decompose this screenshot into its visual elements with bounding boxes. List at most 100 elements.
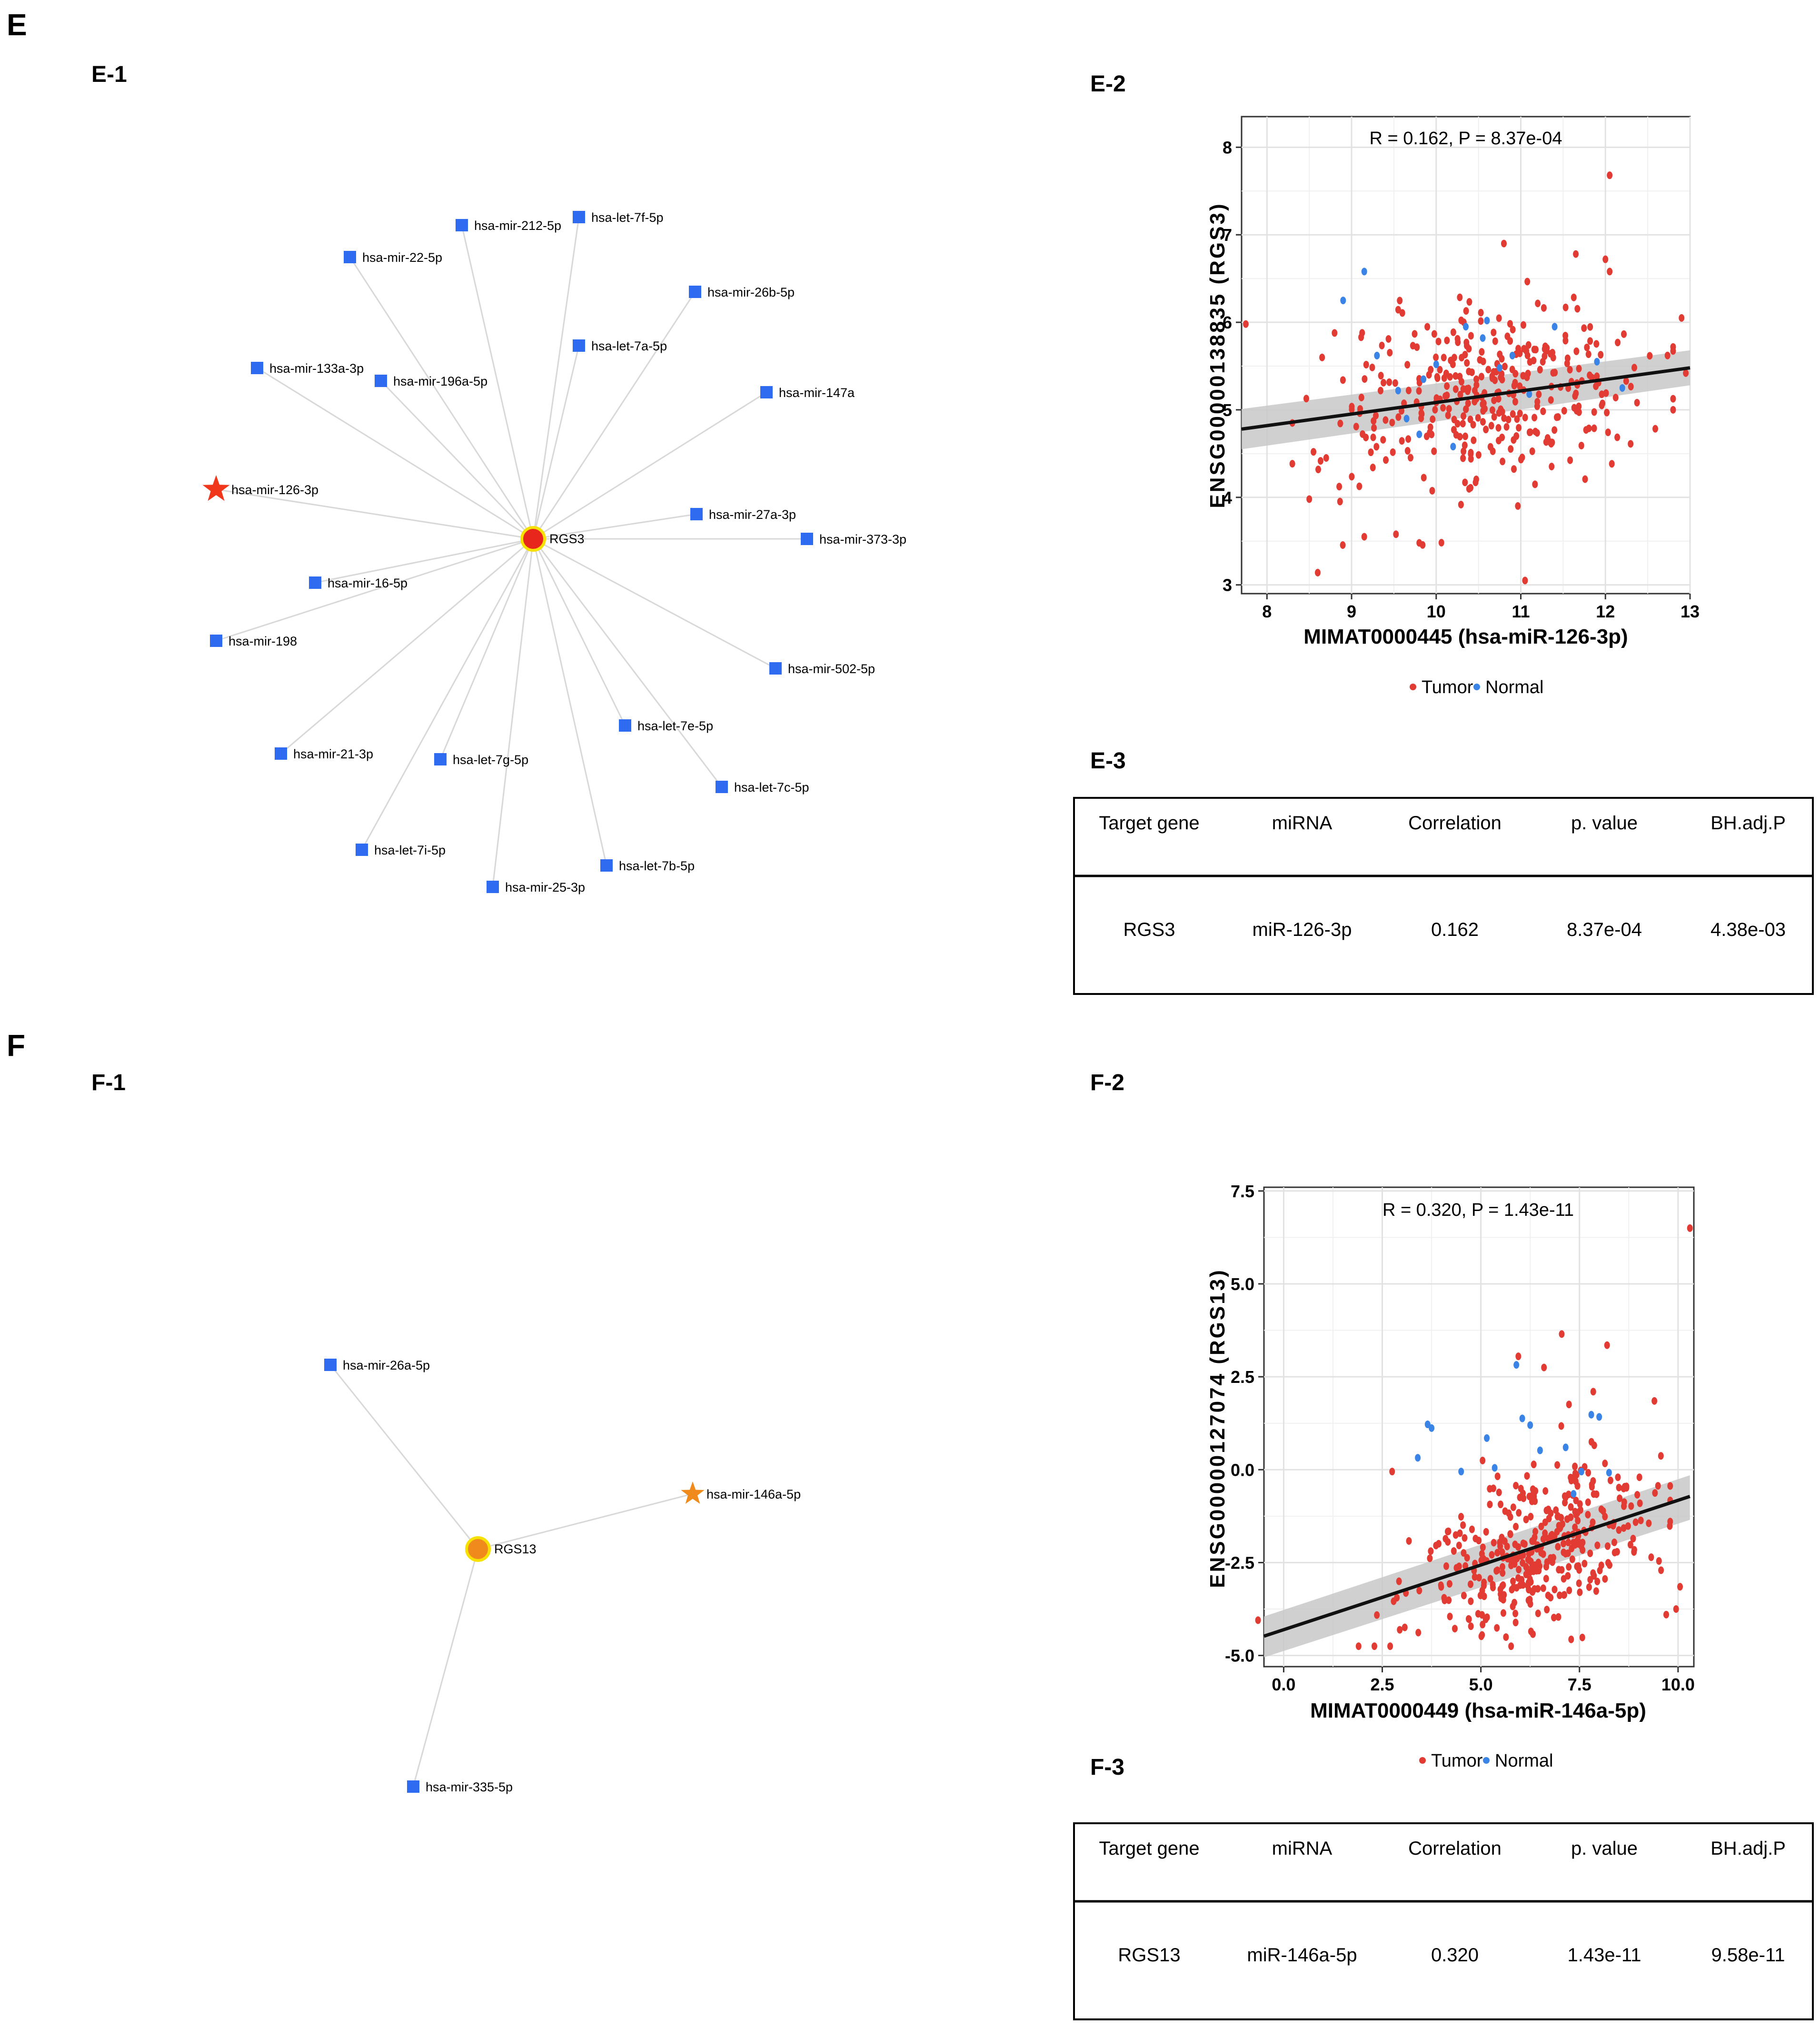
square-node-icon [344,251,356,263]
data-point [1478,373,1484,381]
data-point [1513,1522,1519,1530]
data-point [1569,1555,1575,1563]
hub-node-circle [520,526,546,552]
data-point [1602,1460,1608,1468]
data-point [1469,1525,1475,1533]
data-point [1421,375,1427,383]
data-point [1433,360,1439,368]
data-point [1255,1616,1261,1624]
data-point [1573,1496,1579,1504]
star-icon [681,1481,705,1504]
data-point [1337,419,1343,427]
data-point [1395,387,1401,395]
data-point [1631,1546,1637,1554]
data-point [1591,408,1597,416]
data-point [1374,351,1380,359]
data-point [1509,366,1515,374]
data-point [1516,1509,1522,1517]
data-point [1476,1537,1482,1545]
data-point [1562,303,1569,311]
data-point [1544,1606,1550,1614]
data-point [1337,497,1343,506]
square-node-icon [487,881,499,893]
data-point [1567,366,1573,374]
data-point [1524,278,1531,286]
network-edge [532,345,580,539]
data-point [1484,1434,1490,1442]
star-icon [202,475,230,501]
table-f3: Target gene miRNA Correlation p. value BH.ad… [1073,1822,1814,2020]
square-node-icon [456,219,468,231]
data-point [1340,297,1346,305]
data-point [1491,397,1497,405]
data-point [1397,1626,1403,1634]
data-point [1507,1530,1513,1538]
data-point [1532,480,1538,488]
data-point [1389,1468,1395,1476]
data-point [1628,440,1634,448]
data-point [1509,1586,1515,1594]
data-point [1574,305,1581,313]
data-point [1457,433,1463,441]
y-ticks: 3 4 5 6 7 8 [1223,138,1242,595]
data-point [1390,448,1396,456]
data-point [1512,1619,1519,1627]
data-point [1531,1461,1537,1469]
data-point [1553,1506,1559,1514]
data-point [1617,1494,1623,1502]
data-point [1383,456,1389,464]
data-point [1551,323,1558,331]
mirna-node: hsa-mir-335-5p [407,1780,513,1794]
data-point [1616,1483,1622,1491]
data-point [1510,326,1516,334]
data-point [1559,1330,1565,1338]
y-tick-label: -5.0 [1225,1646,1254,1666]
square-node-icon [573,339,585,352]
data-point [1596,1413,1602,1421]
data-point [1481,399,1487,407]
data-point [1603,389,1609,397]
data-point [1428,1547,1434,1555]
data-point [1451,354,1457,362]
mirna-node-label: hsa-mir-133a-3p [269,361,364,376]
hub-node-label: RGS13 [494,1542,537,1556]
network-edge [532,217,580,539]
data-point [1550,354,1556,362]
network-e-hub-node: RGS3 [520,526,585,552]
table-header-cell: Target gene [1099,1838,1199,1859]
data-point [1340,541,1346,549]
data-point [1479,1611,1485,1619]
data-point [1593,340,1600,348]
data-point [1572,1477,1579,1485]
data-point [1549,463,1555,471]
data-point [1462,432,1468,440]
data-point [1363,360,1369,368]
data-point [1289,460,1295,468]
data-point [1587,1549,1593,1557]
data-point [1543,1506,1550,1514]
legend-normal: Normal [1495,1751,1553,1771]
data-point [1462,441,1468,449]
network-edge [477,1493,693,1550]
mirna-node: hsa-mir-502-5p [769,662,875,676]
data-point [1456,1541,1462,1550]
data-point [1522,576,1528,585]
data-point [1535,299,1541,308]
data-point [1631,364,1637,372]
data-point [1380,436,1386,444]
data-point [1634,398,1640,407]
data-point [1461,412,1467,420]
data-point [1516,424,1522,432]
data-point [1450,328,1456,336]
data-point [1483,426,1489,434]
data-point [1504,332,1511,340]
data-point [1458,316,1464,324]
data-point [1502,1537,1508,1545]
data-point [1491,328,1497,337]
mirna-node-label: hsa-mir-147a [779,386,855,400]
square-node-icon [760,386,773,398]
x-tick-label: 7.5 [1568,1675,1591,1694]
mirna-node: hsa-mir-133a-3p [251,361,364,376]
data-point [1475,451,1482,459]
data-point [1508,445,1514,453]
